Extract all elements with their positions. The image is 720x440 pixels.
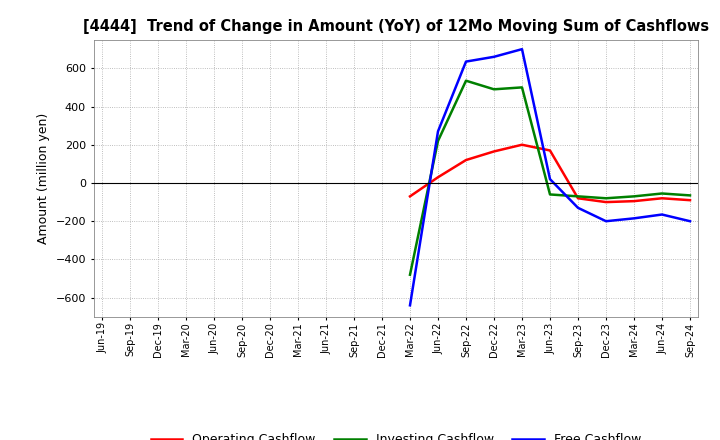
Investing Cashflow <box>546 192 554 197</box>
Free Cashflow <box>630 216 639 221</box>
Free Cashflow <box>462 59 470 64</box>
Investing Cashflow <box>405 272 414 277</box>
Operating Cashflow <box>490 149 498 154</box>
Operating Cashflow <box>685 198 694 203</box>
Investing Cashflow <box>657 191 666 196</box>
Line: Free Cashflow: Free Cashflow <box>410 49 690 305</box>
Line: Operating Cashflow: Operating Cashflow <box>410 145 690 202</box>
Operating Cashflow <box>602 199 611 205</box>
Free Cashflow <box>518 47 526 52</box>
Y-axis label: Amount (million yen): Amount (million yen) <box>37 113 50 244</box>
Investing Cashflow <box>490 87 498 92</box>
Operating Cashflow <box>433 175 442 180</box>
Legend: Operating Cashflow, Investing Cashflow, Free Cashflow: Operating Cashflow, Investing Cashflow, … <box>146 429 646 440</box>
Free Cashflow <box>685 219 694 224</box>
Free Cashflow <box>574 205 582 210</box>
Operating Cashflow <box>546 148 554 153</box>
Investing Cashflow <box>630 194 639 199</box>
Investing Cashflow <box>602 196 611 201</box>
Operating Cashflow <box>518 142 526 147</box>
Investing Cashflow <box>462 78 470 83</box>
Operating Cashflow <box>657 196 666 201</box>
Operating Cashflow <box>630 198 639 204</box>
Free Cashflow <box>405 303 414 308</box>
Investing Cashflow <box>518 85 526 90</box>
Investing Cashflow <box>574 194 582 199</box>
Free Cashflow <box>546 176 554 182</box>
Free Cashflow <box>490 54 498 59</box>
Operating Cashflow <box>462 158 470 163</box>
Operating Cashflow <box>405 194 414 199</box>
Free Cashflow <box>657 212 666 217</box>
Line: Investing Cashflow: Investing Cashflow <box>410 81 690 275</box>
Free Cashflow <box>433 129 442 134</box>
Investing Cashflow <box>685 193 694 198</box>
Free Cashflow <box>602 219 611 224</box>
Operating Cashflow <box>574 196 582 201</box>
Investing Cashflow <box>433 138 442 143</box>
Title: [4444]  Trend of Change in Amount (YoY) of 12Mo Moving Sum of Cashflows: [4444] Trend of Change in Amount (YoY) o… <box>83 19 709 34</box>
